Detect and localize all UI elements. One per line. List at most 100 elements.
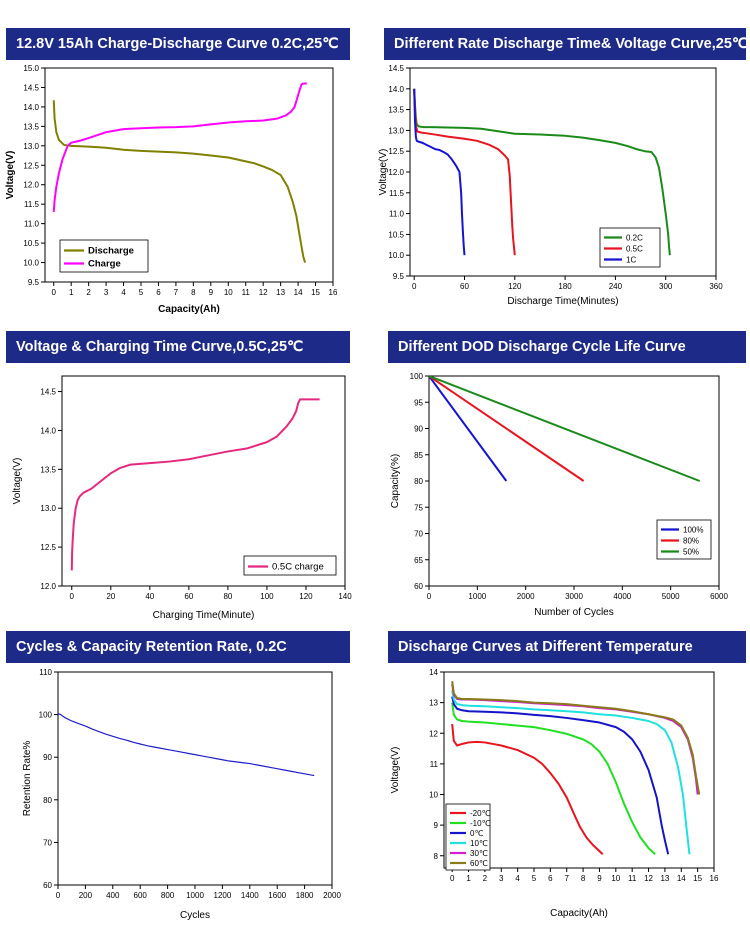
chart-1-y-tick-label: 13.0 xyxy=(23,142,39,151)
chart-4-y-tick-label: 75 xyxy=(414,503,423,512)
chart-1-y-tick-label: 14.5 xyxy=(23,83,39,92)
chart-1-x-tick-label: 12 xyxy=(259,288,268,297)
chart-6-y-tick-label: 10 xyxy=(429,791,438,800)
chart-5-x-tick-label: 0 xyxy=(56,891,61,900)
chart-5-y-tick-label: 60 xyxy=(43,881,52,890)
chart-3-charging-time: 0 20 40 60 80 100 120 140 12.0 12.5 13.0 13.5 14.0 14… xyxy=(12,375,352,621)
chart-6-x-tick-label: 1 xyxy=(466,874,471,883)
chart-3-y-tick-label: 12.0 xyxy=(40,582,56,591)
chart-6-x-tick-label: 8 xyxy=(581,874,586,883)
chart-3-x-tick-label: 0 xyxy=(70,592,75,601)
chart-6-series-0-line xyxy=(451,696,670,855)
chart-2-x-tick-label: 180 xyxy=(558,282,572,291)
chart-6-temperature-discharge: 0 1 2 3 4 5 6 7 8 9 10 11 12 13 14 15 16891011121314Capa… xyxy=(390,668,719,919)
chart-1-series-discharge-line xyxy=(52,100,307,263)
chart-1-x-tick-label: 11 xyxy=(242,288,251,297)
chart-6-legend-label-20: -20℃ xyxy=(470,809,491,818)
chart-5-y-tick-label: 70 xyxy=(43,838,52,847)
chart-2-y-tick-label: 12.0 xyxy=(388,168,404,177)
chart-5-series-series-0-line xyxy=(58,713,315,777)
chart-2-x-tick-label: 240 xyxy=(609,282,623,291)
chart-5-y-tick-label: 110 xyxy=(39,668,52,677)
chart-4-y-tick-label: 65 xyxy=(414,556,423,565)
chart-4-x-tick-label: 5000 xyxy=(662,592,680,601)
chart-1-x-tick-label: 0 xyxy=(52,288,57,297)
chart-4-legend-label-80: 80% xyxy=(683,537,699,546)
chart-1-title-banner: 12.8V 15Ah Charge-Discharge Curve 0.2C,2… xyxy=(6,28,350,60)
chart-3-y-tick-label: 13.5 xyxy=(40,465,56,474)
chart-1-y-tick-label: 11.0 xyxy=(24,220,40,229)
chart-3-y-tick-label: 12.5 xyxy=(40,543,56,552)
chart-4-y-tick-label: 80 xyxy=(414,477,423,486)
chart-2-y-tick-label: 10.5 xyxy=(388,230,404,239)
chart-1-y-axis-label: Voltage(V) xyxy=(5,151,16,200)
chart-6-x-tick-label: 3 xyxy=(499,874,504,883)
chart-6-y-tick-label: 8 xyxy=(434,852,439,861)
chart-4-y-tick-label: 60 xyxy=(414,582,423,591)
chart-3-legend-label-0-5c-charge: 0.5C charge xyxy=(272,562,324,573)
chart-6-series-10-line xyxy=(451,690,691,855)
chart-2-rate-discharge: 0 60 120 180 240 300 360 9.5 10.0 10.5 11.0 11.5 12.… xyxy=(378,64,723,307)
chart-1-y-tick-label: 9.5 xyxy=(28,278,40,287)
chart-4-series-80-line xyxy=(429,376,585,482)
chart-2-x-tick-label: 360 xyxy=(709,282,723,291)
chart-1-x-tick-label: 2 xyxy=(86,288,91,297)
chart-3-title-banner: Voltage & Charging Time Curve,0.5C,25℃ xyxy=(6,331,350,363)
chart-2-series-0-2c-line xyxy=(413,88,671,256)
chart-6-x-tick-label: 16 xyxy=(710,874,719,883)
chart-3-x-tick-label: 40 xyxy=(145,592,154,601)
chart-5-x-tick-label: 1400 xyxy=(241,891,259,900)
chart-6-x-tick-label: 12 xyxy=(644,874,653,883)
chart-6-y-tick-label: 13 xyxy=(429,699,438,708)
chart-6-series-10-line xyxy=(451,702,656,855)
chart-6-x-tick-label: 9 xyxy=(597,874,602,883)
chart-5-y-axis-label: Retention Rate% xyxy=(22,741,33,817)
chart-1-legend-label-discharge: Discharge xyxy=(88,246,134,257)
chart-4-y-tick-label: 95 xyxy=(414,398,423,407)
chart-6-x-tick-label: 10 xyxy=(611,874,620,883)
chart-3-x-axis-label: Charging Time(Minute) xyxy=(153,610,255,621)
chart-3-legend-box xyxy=(243,555,337,576)
chart-5-plot-frame xyxy=(57,671,333,886)
chart-5-x-tick-label: 200 xyxy=(79,891,93,900)
chart-1-legend-label-charge: Charge xyxy=(88,259,121,270)
chart-2-y-tick-label: 11.0 xyxy=(389,210,405,219)
chart-4-legend-label-100: 100% xyxy=(683,526,703,535)
chart-3-title: Voltage & Charging Time Curve,0.5C,25℃ xyxy=(16,339,304,355)
chart-1-y-tick-label: 14.0 xyxy=(23,103,39,112)
chart-5-x-tick-label: 800 xyxy=(161,891,175,900)
chart-4-x-tick-label: 3000 xyxy=(565,592,583,601)
chart-4-y-tick-label: 85 xyxy=(414,451,423,460)
chart-3-x-tick-label: 80 xyxy=(223,592,232,601)
chart-2-title-banner: Different Rate Discharge Time& Voltage C… xyxy=(384,28,746,60)
chart-6-x-tick-label: 0 xyxy=(450,874,455,883)
chart-5-x-tick-label: 1600 xyxy=(268,891,286,900)
chart-1-legend-box xyxy=(59,239,149,273)
chart-1-x-tick-label: 1 xyxy=(69,288,74,297)
chart-4-y-tick-label: 90 xyxy=(414,425,423,434)
chart-4-y-axis-label: Capacity(%) xyxy=(390,454,401,508)
chart-5-title: Cycles & Capacity Retention Rate, 0.2C xyxy=(16,639,287,655)
chart-1-x-tick-label: 8 xyxy=(191,288,196,297)
chart-2-y-axis-label: Voltage(V) xyxy=(378,149,389,196)
chart-6-title: Discharge Curves at Different Temperatur… xyxy=(398,639,693,655)
chart-2-y-tick-label: 12.5 xyxy=(388,147,404,156)
chart-3-y-tick-label: 14.5 xyxy=(40,388,56,397)
chart-1-y-tick-label: 11.5 xyxy=(24,200,40,209)
chart-4-title-banner: Different DOD Discharge Cycle Life Curve xyxy=(388,331,746,363)
chart-1-plot-frame xyxy=(44,67,334,283)
chart-1-x-axis-label: Capacity(Ah) xyxy=(158,304,220,315)
chart-1-y-tick-label: 13.5 xyxy=(23,122,39,131)
chart-6-x-axis-label: Capacity(Ah) xyxy=(550,908,608,919)
chart-5-x-tick-label: 400 xyxy=(106,891,120,900)
chart-1-x-tick-label: 10 xyxy=(224,288,233,297)
chart-6-x-tick-label: 2 xyxy=(483,874,488,883)
chart-2-x-tick-label: 60 xyxy=(460,282,469,291)
chart-2-x-tick-label: 0 xyxy=(412,282,417,291)
chart-6-legend-label-10: 10℃ xyxy=(470,839,488,848)
chart-5-y-tick-label: 100 xyxy=(39,711,53,720)
chart-1-y-tick-label: 10.5 xyxy=(23,239,39,248)
chart-3-x-tick-label: 60 xyxy=(184,592,193,601)
chart-5-x-tick-label: 600 xyxy=(134,891,148,900)
chart-6-legend-label-30: 30℃ xyxy=(470,849,488,858)
